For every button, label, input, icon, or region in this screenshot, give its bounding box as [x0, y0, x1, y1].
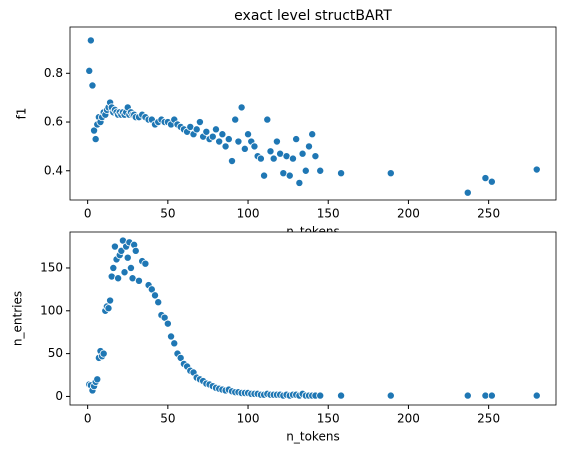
point — [298, 149, 307, 158]
y-tick-label: 150 — [40, 260, 63, 274]
point — [86, 36, 95, 45]
point — [316, 391, 325, 400]
point — [211, 125, 220, 134]
point — [244, 130, 253, 139]
axes-background — [70, 27, 556, 200]
chart-title: exact level structBART — [234, 8, 392, 24]
point — [208, 132, 217, 141]
point — [227, 157, 236, 166]
point — [85, 66, 94, 75]
point — [481, 174, 490, 183]
x-tick-label: 50 — [160, 207, 175, 221]
point — [221, 142, 230, 151]
point — [123, 253, 132, 262]
point — [285, 171, 294, 180]
point — [195, 118, 204, 127]
point — [93, 375, 102, 384]
point — [532, 165, 541, 174]
y-tick-label: 0 — [55, 389, 63, 403]
point — [163, 319, 172, 328]
x-tick-label: 150 — [317, 207, 340, 221]
point — [266, 147, 275, 156]
point — [295, 178, 304, 187]
y-tick-label: 0.4 — [44, 163, 63, 177]
point — [99, 349, 108, 358]
point — [114, 274, 123, 283]
point — [231, 115, 240, 124]
x-axis-label: n_tokens — [286, 430, 339, 444]
point — [134, 276, 143, 285]
point — [386, 391, 395, 400]
point — [147, 285, 156, 294]
point — [304, 142, 313, 151]
axes-frame — [69, 26, 557, 201]
point — [110, 242, 119, 251]
point — [120, 268, 129, 277]
x-tick-label: 100 — [237, 207, 260, 221]
point — [301, 166, 310, 175]
point — [90, 126, 99, 135]
point — [106, 296, 115, 305]
point — [532, 391, 541, 400]
x-tick-label: 0 — [84, 412, 92, 426]
point — [88, 81, 97, 90]
axes-frame — [69, 231, 557, 406]
point — [260, 171, 269, 180]
point — [234, 137, 243, 146]
y-tick-label: 0.6 — [44, 115, 63, 129]
point — [167, 332, 176, 341]
point — [463, 391, 472, 400]
point — [337, 391, 346, 400]
point — [160, 313, 169, 322]
point — [91, 135, 100, 144]
point — [202, 127, 211, 136]
point — [154, 298, 163, 307]
x-tick-label: 0 — [84, 207, 92, 221]
y-axis-label: n_entries — [11, 291, 25, 346]
point — [131, 246, 140, 255]
point — [237, 103, 246, 112]
point — [487, 177, 496, 186]
x-tick-label: 250 — [477, 207, 500, 221]
point — [141, 259, 150, 268]
point — [272, 137, 281, 146]
x-tick-label: 200 — [397, 207, 420, 221]
point — [316, 166, 325, 175]
point — [269, 154, 278, 163]
point — [224, 135, 233, 144]
point — [288, 154, 297, 163]
point — [151, 291, 160, 300]
axes-background — [70, 232, 556, 405]
x-tick-label: 50 — [160, 412, 175, 426]
y-tick-label: 100 — [40, 303, 63, 317]
point — [250, 142, 259, 151]
point — [218, 130, 227, 139]
x-tick-label: 150 — [317, 412, 340, 426]
y-tick-label: 0.8 — [44, 66, 63, 80]
x-tick-label: 200 — [397, 412, 420, 426]
point — [311, 152, 320, 161]
point — [126, 263, 135, 272]
point — [109, 263, 118, 272]
point — [240, 144, 249, 153]
point — [308, 130, 317, 139]
x-tick-label: 250 — [477, 412, 500, 426]
point — [292, 135, 301, 144]
point — [263, 115, 272, 124]
point — [487, 391, 496, 400]
x-tick-label: 100 — [237, 412, 260, 426]
point — [386, 169, 395, 178]
point — [192, 125, 201, 134]
point — [176, 353, 185, 362]
point — [463, 188, 472, 197]
point — [170, 339, 179, 348]
y-tick-label: 50 — [48, 346, 63, 360]
y-axis-label: f1 — [15, 108, 29, 120]
point — [215, 137, 224, 146]
point — [256, 154, 265, 163]
point — [337, 169, 346, 178]
point — [104, 304, 113, 313]
